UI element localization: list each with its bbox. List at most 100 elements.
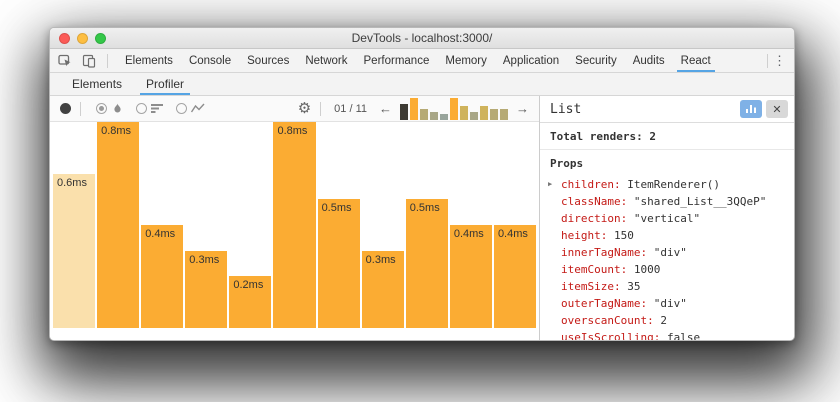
prop-value: 2 <box>660 314 667 327</box>
snapshot-minibar-6[interactable] <box>450 97 458 120</box>
tab-console[interactable]: Console <box>188 54 232 67</box>
snapshot-minibar-8[interactable] <box>470 111 478 120</box>
commit-bar-8[interactable]: 0.3ms <box>361 251 404 328</box>
tab-react[interactable]: React <box>673 49 719 72</box>
subtab-profiler[interactable]: Profiler <box>134 73 196 95</box>
devtools-tabbar: Elements Console Sources Network Performance… <box>50 49 794 73</box>
devtools-tabs: Elements Console Sources Network Performance… <box>111 49 764 72</box>
zoom-window-button[interactable] <box>95 33 106 44</box>
view-option-flamechart[interactable] <box>96 102 124 115</box>
commit-bar-1[interactable]: 0.6ms <box>53 174 96 328</box>
ranked-radio[interactable] <box>136 103 147 114</box>
prop-value: 35 <box>627 280 641 293</box>
prop-row-className: className: "shared_List__3QQeP" <box>540 193 794 210</box>
minimize-window-button[interactable] <box>77 33 88 44</box>
divider <box>320 101 322 116</box>
profiler-toolbar: ⚙ 01 / 11 ← → <box>50 96 539 122</box>
commit-duration-label: 0.5ms <box>409 202 440 214</box>
next-snapshot-arrow-icon[interactable]: → <box>516 101 529 116</box>
prop-row-children[interactable]: ▶ children: ItemRenderer() <box>540 176 794 193</box>
commit-duration-label: 0.3ms <box>365 254 396 266</box>
prop-row-height: height: 150 <box>540 227 794 244</box>
bar-chart-icon <box>746 105 756 113</box>
prop-key: height: <box>561 229 614 242</box>
tab-elements[interactable]: Elements <box>125 54 173 67</box>
tab-audits[interactable]: Audits <box>632 54 665 67</box>
snapshot-selector[interactable] <box>400 97 508 121</box>
prop-value: false <box>666 331 701 341</box>
divider <box>767 53 768 68</box>
view-component-chart-button[interactable] <box>740 100 762 118</box>
devtools-window: DevTools - localhost:3000/ Elements Conso… <box>49 27 795 341</box>
flamechart-radio[interactable] <box>96 103 107 114</box>
device-toolbar-icon[interactable] <box>80 53 98 69</box>
commit-duration-label: 0.8ms <box>277 125 308 137</box>
tab-sources[interactable]: Sources <box>247 54 290 67</box>
divider <box>80 101 81 116</box>
titlebar: DevTools - localhost:3000/ <box>50 28 794 49</box>
prop-value: "div" <box>653 246 687 259</box>
prop-row-overscanCount: overscanCount: 2 <box>540 312 794 329</box>
close-window-button[interactable] <box>59 33 70 44</box>
commit-duration-label: 0.3ms <box>189 254 220 266</box>
ranked-bars-icon <box>151 104 163 113</box>
view-option-ranked[interactable] <box>136 103 164 114</box>
props-block: Props ▶ children: ItemRenderer() className… <box>540 150 794 341</box>
settings-gear-icon[interactable]: ⚙ <box>297 100 312 117</box>
commit-bar-11[interactable]: 0.4ms <box>493 225 537 328</box>
record-button[interactable] <box>60 103 71 114</box>
commit-bar-2[interactable]: 0.8ms <box>97 122 140 328</box>
snapshot-minibar-2[interactable] <box>410 97 418 120</box>
snapshot-minibar-11[interactable] <box>500 108 508 120</box>
prop-row-itemSize: itemSize: 35 <box>540 278 794 295</box>
tab-memory[interactable]: Memory <box>445 54 487 67</box>
subtab-elements[interactable]: Elements <box>72 77 123 91</box>
commit-bar-4[interactable]: 0.3ms <box>185 251 228 328</box>
commit-bar-7[interactable]: 0.5ms <box>317 199 360 328</box>
commit-bar-10[interactable]: 0.4ms <box>449 225 492 328</box>
commit-bar-9[interactable]: 0.5ms <box>405 199 448 328</box>
tab-application[interactable]: Application <box>502 54 560 67</box>
snapshot-minibar-9[interactable] <box>480 105 488 120</box>
snapshot-minibar-1[interactable] <box>400 103 408 120</box>
prop-value: 150 <box>613 229 634 242</box>
prop-key: children: <box>561 178 628 191</box>
prop-row-direction: direction: "vertical" <box>540 210 794 227</box>
commit-bar-6[interactable]: 0.8ms <box>273 122 316 328</box>
prop-row-outerTagName: outerTagName: "div" <box>540 295 794 312</box>
props-list: ▶ children: ItemRenderer() className: "sha… <box>540 176 794 341</box>
tab-performance[interactable]: Performance <box>363 54 430 67</box>
commit-duration-label: 0.5ms <box>321 202 352 214</box>
snapshot-minibar-3[interactable] <box>420 108 428 120</box>
profiler-pane: ⚙ 01 / 11 ← → 0.6ms 0.8ms 0.4ms 0.3ms 0.2ms 0… <box>50 96 539 340</box>
react-subtabbar: Elements Profiler <box>50 73 794 96</box>
inspect-element-icon[interactable] <box>56 53 74 69</box>
devtools-menu-icon[interactable]: ⋮ <box>773 52 786 68</box>
snapshot-minibar-4[interactable] <box>430 111 438 120</box>
tab-security[interactable]: Security <box>575 54 617 67</box>
view-option-interactions[interactable] <box>176 103 205 114</box>
close-panel-button[interactable]: ✕ <box>766 100 788 118</box>
prop-value: "div" <box>653 297 687 310</box>
total-renders: Total renders: 2 <box>540 123 794 150</box>
expand-triangle-icon[interactable]: ▶ <box>548 180 553 188</box>
commit-bar-5[interactable]: 0.2ms <box>229 276 272 328</box>
tab-network[interactable]: Network <box>305 54 348 67</box>
prop-value: ItemRenderer() <box>627 178 720 191</box>
snapshot-minibar-7[interactable] <box>460 105 468 120</box>
prop-key: useIsScrolling: <box>561 331 667 341</box>
prop-key: itemCount: <box>561 263 634 276</box>
prop-row-innerTagName: innerTagName: "div" <box>540 244 794 261</box>
prop-value: "vertical" <box>633 212 701 225</box>
details-panel: List ✕ Total renders: 2 Props ▶ children:… <box>539 96 794 341</box>
prev-snapshot-arrow-icon[interactable]: ← <box>379 101 392 116</box>
prop-row-useIsScrolling: useIsScrolling: false <box>540 329 794 341</box>
commit-duration-label: 0.4ms <box>453 228 484 240</box>
snapshot-minibar-5[interactable] <box>440 113 448 120</box>
commit-duration-label: 0.4ms <box>497 228 528 240</box>
snapshot-minibar-10[interactable] <box>490 108 498 120</box>
prop-key: outerTagName: <box>561 297 654 310</box>
interactions-radio[interactable] <box>176 103 187 114</box>
commit-bar-3[interactable]: 0.4ms <box>141 225 184 328</box>
commit-bar-chart: 0.6ms 0.8ms 0.4ms 0.3ms 0.2ms 0.8ms 0.5ms 0.3ms… <box>50 122 539 340</box>
